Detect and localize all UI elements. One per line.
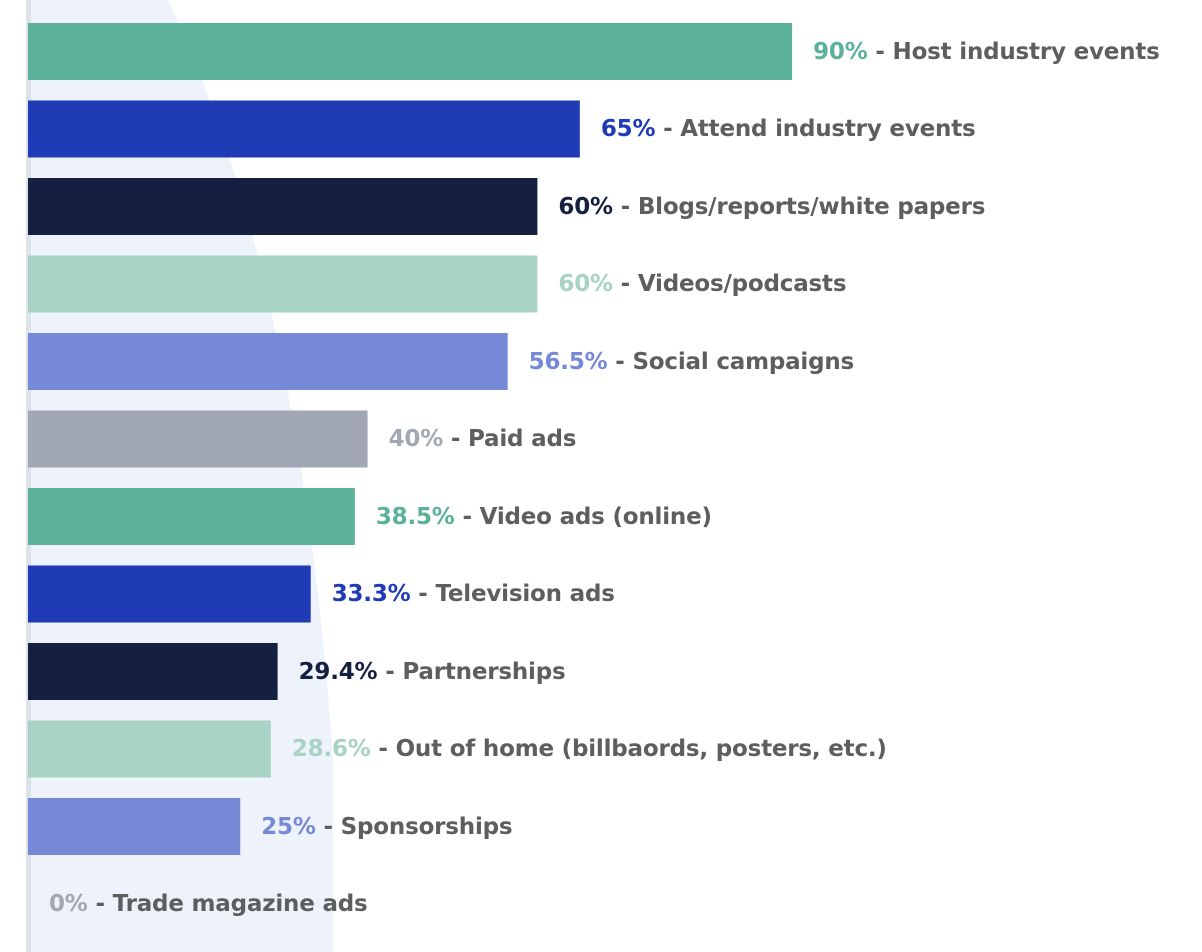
category-label: Television ads [435,581,615,607]
bar [28,720,271,778]
label-separator: - [612,271,638,297]
value-label: 90% [813,38,868,65]
bar [28,798,241,855]
value-label: 60% [558,193,613,220]
label-separator: - [377,658,403,685]
y-axis-line [26,0,31,952]
bar-label: 56.5% - Social campaigns [528,347,855,377]
category-label: Host industry events [892,38,1160,65]
category-label: Social campaigns [632,348,855,375]
category-label: Sponsorships [340,813,513,840]
bar-label: 60% - Videos/podcasts [558,269,846,299]
bar-label: 28.6% - Out of home (billbaords, posters… [292,734,887,764]
value-label: 28.6% [291,736,371,762]
category-label: Videos/podcasts [637,271,847,297]
background-band [28,0,333,952]
value-label: 56.5% [528,348,608,375]
bars-group [28,23,793,855]
bar-label: 33.3% - Television ads [332,579,615,609]
value-label: 33.3% [331,581,411,607]
bar-label: 0% - Trade magazine ads [49,889,368,919]
category-label: Attend industry events [680,116,976,142]
label-separator: - [370,736,396,762]
label-separator: - [87,891,113,917]
value-label: 38.5% [375,503,455,530]
bar-label: 25% - Sponsorships [261,812,512,842]
bar-label: 29.4% - Partnerships [299,657,566,687]
value-label: 0% [49,891,88,917]
label-separator: - [655,116,681,142]
label-separator: - [410,581,436,607]
category-label: Blogs/reports/white papers [637,193,986,220]
bar [28,488,355,545]
category-label: Video ads (online) [479,503,712,530]
bar-label: 60% - Blogs/reports/white papers [558,192,985,222]
bar-label: 65% - Attend industry events [601,114,976,144]
label-separator: - [315,813,341,840]
bar [28,255,538,313]
category-label: Partnerships [402,658,566,685]
bar [28,333,508,390]
category-label: Out of home (billbaords, posters, etc.) [395,736,887,762]
value-label: 25% [261,813,316,840]
bar [28,643,278,700]
bar-label: 90% - Host industry events [813,37,1160,67]
bar-label: 40% - Paid ads [389,424,577,454]
bar [28,100,580,158]
bar [28,410,368,468]
value-label: 65% [600,116,656,142]
label-separator: - [867,38,893,65]
bar [28,565,311,623]
value-label: 40% [388,426,444,452]
bar [28,178,538,235]
label-separator: - [607,348,633,375]
label-separator: - [443,426,469,452]
value-label: 60% [558,271,613,297]
bar-label: 38.5% - Video ads (online) [376,502,712,532]
label-separator: - [454,503,480,530]
category-label: Trade magazine ads [112,891,368,917]
bar [28,23,793,80]
value-label: 29.4% [298,658,378,685]
label-separator: - [612,193,638,220]
category-label: Paid ads [468,426,577,452]
